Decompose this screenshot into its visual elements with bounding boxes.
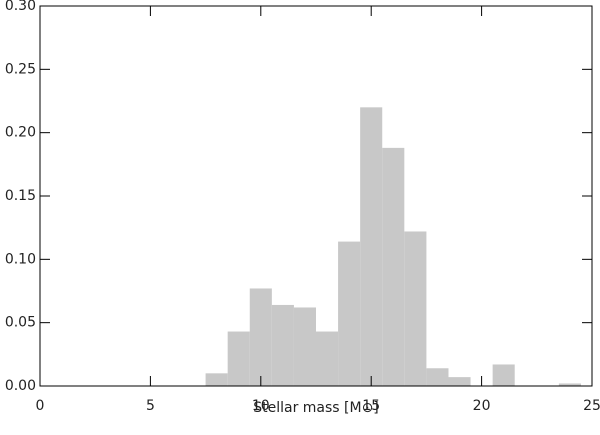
y-tick-label: 0.00 [5, 378, 36, 394]
y-tick-label: 0.05 [5, 315, 36, 331]
bar [404, 231, 427, 386]
bar [316, 331, 339, 386]
y-tick-label: 0.15 [5, 188, 36, 204]
bar [492, 364, 515, 386]
x-axis-label: Stellar mass [M⊙] [253, 400, 379, 416]
x-tick-label: 0 [36, 398, 45, 414]
y-tick-label: 0.10 [5, 251, 36, 267]
y-tick-label: 0.25 [5, 61, 36, 77]
bar [338, 241, 361, 386]
x-tick-label: 20 [473, 398, 491, 414]
bar [360, 107, 383, 386]
y-tick-label: 0.30 [5, 0, 36, 14]
bar [426, 368, 449, 386]
bar [227, 331, 250, 386]
x-tick-label: 25 [583, 398, 600, 414]
bar [249, 288, 272, 386]
x-tick-label: 10 [252, 398, 270, 414]
y-tick-label: 0.20 [5, 125, 36, 141]
bar [205, 373, 228, 386]
x-tick-label: 15 [362, 398, 380, 414]
x-tick-label: 5 [146, 398, 155, 414]
bar [271, 304, 294, 386]
bar [293, 307, 316, 386]
bar [558, 383, 581, 386]
bar [382, 147, 405, 386]
bar [448, 377, 471, 386]
